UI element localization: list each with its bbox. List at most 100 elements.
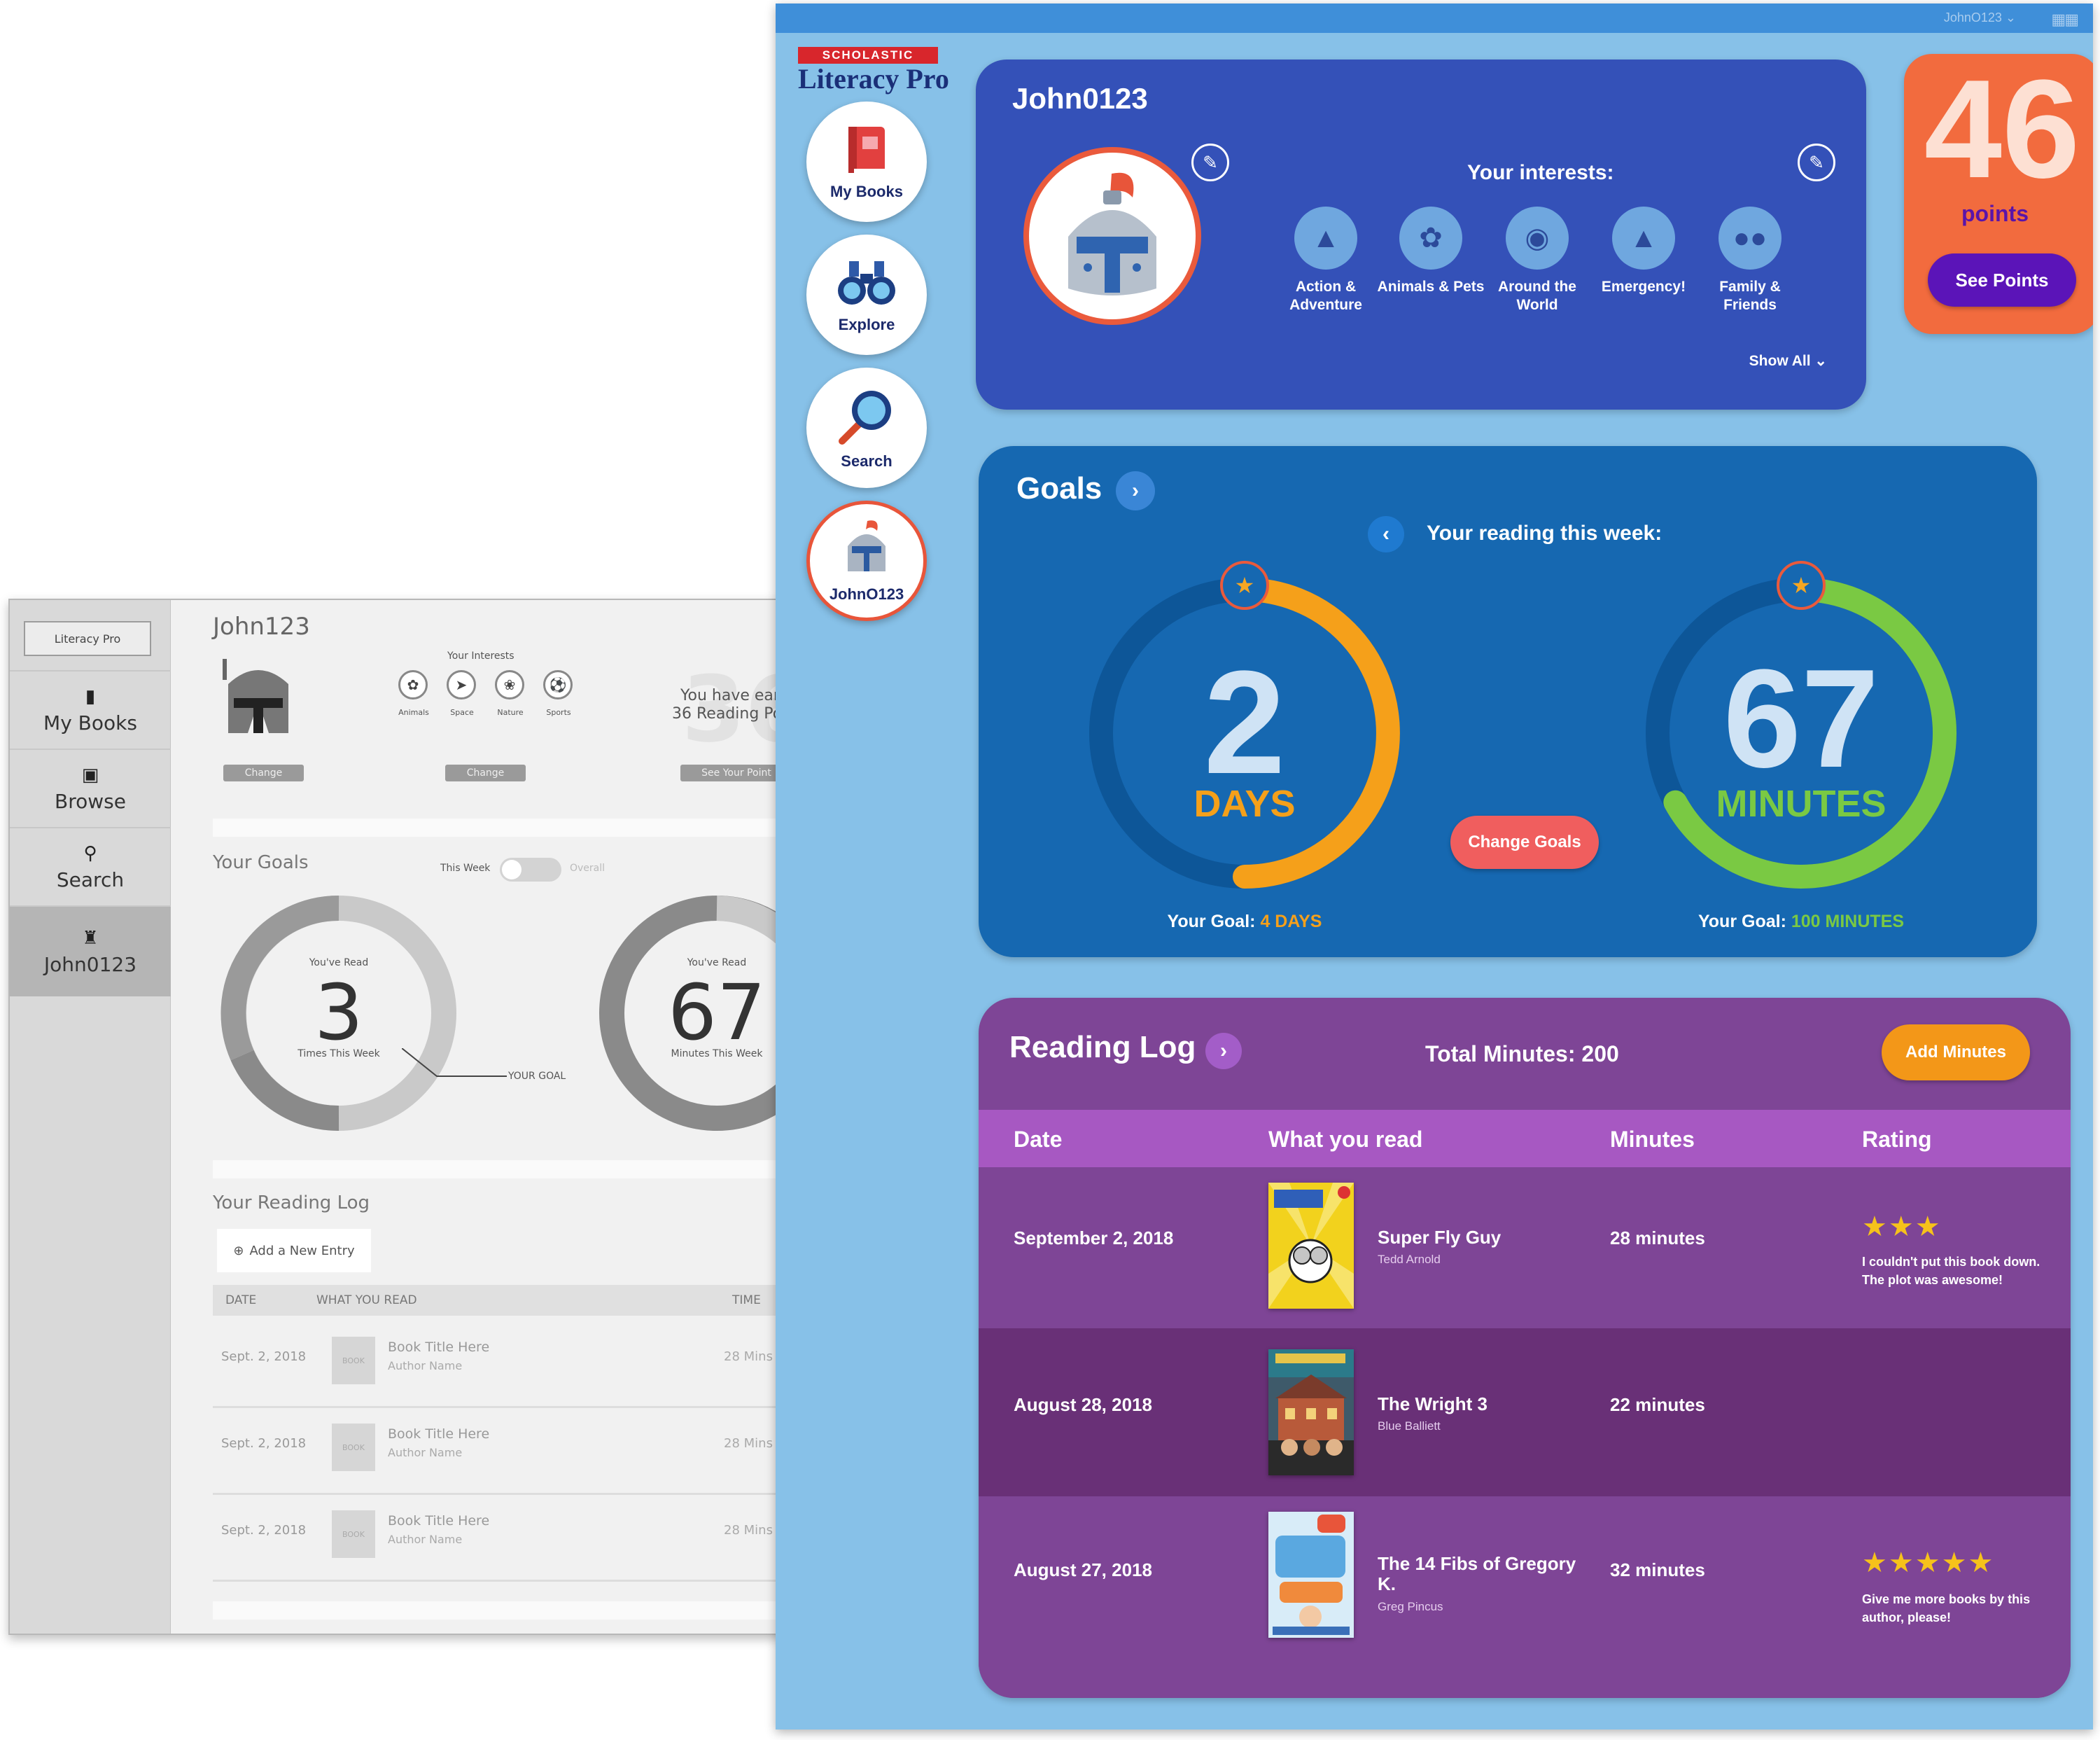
nav-label: My Books xyxy=(830,183,903,200)
book-placeholder: BOOK xyxy=(332,1510,375,1558)
wire-see-points-button[interactable]: See Your Point xyxy=(680,765,788,781)
row-date: Sept. 2, 2018 xyxy=(221,1349,307,1364)
table-row[interactable]: September 2, 2018 Super Fly Guy Tedd Arn… xyxy=(979,1167,2071,1328)
paw-icon: ✿ xyxy=(1399,207,1462,270)
wire-week-toggle[interactable] xyxy=(500,858,561,882)
row-title: Super Fly Guy xyxy=(1378,1227,1502,1248)
chevron-down-icon: ⌄ xyxy=(2005,11,2016,25)
knight-avatar-icon xyxy=(848,520,886,571)
goal-value: 4 DAYS xyxy=(1260,912,1322,931)
interest-around-the-world[interactable]: ◉ Around the World xyxy=(1481,207,1593,315)
soccer-ball-icon[interactable]: ⚽ xyxy=(543,670,573,700)
nav-my-books[interactable]: My Books xyxy=(806,102,927,222)
row-author: Blue Balliett xyxy=(1378,1419,1441,1433)
user-menu-label: JohnO123 xyxy=(1943,11,2002,25)
interest-emergency[interactable]: ▲ Emergency! xyxy=(1588,207,1700,296)
wire-divider xyxy=(213,1601,788,1620)
wire-col-what: WHAT YOU READ xyxy=(316,1293,417,1307)
interest-animals-pets[interactable]: ✿ Animals & Pets xyxy=(1375,207,1487,296)
table-row[interactable]: Sept. 2, 2018 BOOK Book Title Here Autho… xyxy=(213,1408,788,1495)
wire-change-avatar-button[interactable]: Change xyxy=(223,765,304,781)
table-row[interactable]: August 27, 2018 The 14 Fibs of Gregory K… xyxy=(979,1496,2071,1698)
row-comment: Give me more books by this author, pleas… xyxy=(1862,1592,2031,1625)
change-goals-button[interactable]: Change Goals xyxy=(1450,816,1599,869)
helmet-avatar-icon: ♜ xyxy=(82,927,99,949)
goals-title: Goals xyxy=(1016,471,1102,506)
col-what-you-read: What you read xyxy=(1268,1127,1423,1152)
wire-points-ghost: 36 xyxy=(682,656,788,763)
wire-points-text: 36 Reading Poi xyxy=(672,705,787,723)
wire-nav-label: John0123 xyxy=(43,952,137,976)
goals-next-chevron-icon[interactable]: › xyxy=(1116,471,1155,510)
goal-value: 100 MINUTES xyxy=(1791,912,1905,931)
knight-avatar-icon xyxy=(1068,172,1156,295)
wire-nav-search[interactable]: ⚲ Search xyxy=(10,827,171,905)
see-points-button[interactable]: See Points xyxy=(1928,253,2076,307)
edit-interests-icon[interactable]: ✎ xyxy=(1798,144,1835,181)
col-date: Date xyxy=(1014,1127,1063,1152)
avatar[interactable] xyxy=(1023,147,1201,325)
table-row[interactable]: August 28, 2018 The Wright 3 Blue Ballie… xyxy=(979,1328,2071,1496)
bookmark-icon: ▮ xyxy=(85,685,96,707)
apps-grid-icon[interactable]: ▦▦ xyxy=(2051,11,2079,28)
wire-nav-browse[interactable]: ▣ Browse xyxy=(10,749,171,827)
add-minutes-button[interactable]: Add Minutes xyxy=(1882,1024,2030,1080)
goal-prefix: Your Goal: xyxy=(1167,912,1256,931)
wire-divider xyxy=(213,819,788,837)
col-minutes: Minutes xyxy=(1610,1127,1695,1152)
goal-prefix: Your Goal: xyxy=(1698,912,1786,931)
wire-goal-ring-1 xyxy=(220,895,456,1132)
show-all-button[interactable]: Show All ⌄ xyxy=(1749,352,1827,370)
interest-family-friends[interactable]: ●● Family & Friends xyxy=(1694,207,1806,315)
points-value: 46 xyxy=(1924,51,2080,207)
wire-nav-profile[interactable]: ♜ John0123 xyxy=(10,905,171,996)
row-author: Author Name xyxy=(388,1359,463,1372)
table-row[interactable]: Sept. 2, 2018 BOOK Book Title Here Autho… xyxy=(213,1321,788,1408)
row-time: 28 Mins xyxy=(724,1349,773,1364)
wire-interest-label: Sports xyxy=(546,708,571,717)
interest-label: Family & Friends xyxy=(1719,279,1781,314)
nav-explore[interactable]: Explore xyxy=(806,235,927,355)
days-goal: Your Goal: 4 DAYS xyxy=(1105,912,1385,932)
row-minutes: 22 minutes xyxy=(1610,1394,1705,1415)
nav-profile[interactable]: JohnO123 xyxy=(806,501,927,621)
rocket-icon[interactable]: ➤ xyxy=(447,670,476,700)
wire-toggle-label: This Week xyxy=(440,863,491,874)
interest-label: Animals & Pets xyxy=(1377,279,1485,295)
wire-col-time: TIME xyxy=(732,1293,761,1307)
paw-icon[interactable]: ✿ xyxy=(398,670,428,700)
book-cover-the-wright-3[interactable] xyxy=(1268,1349,1354,1475)
wire-username: John123 xyxy=(213,613,310,641)
reading-log-next-chevron-icon[interactable]: › xyxy=(1205,1033,1242,1069)
wireframe-logo[interactable]: Literacy Pro xyxy=(24,621,151,656)
goals-card: Goals › ‹ Your reading this week: ★ 2 DA… xyxy=(979,446,2037,957)
col-rating: Rating xyxy=(1862,1127,1932,1152)
wire-add-entry-button[interactable]: ⊕ Add a New Entry xyxy=(217,1229,371,1272)
mountain-icon: ▲ xyxy=(1294,207,1357,270)
week-prev-chevron-icon[interactable]: ‹ xyxy=(1368,516,1404,552)
wire-log-header: DATE WHAT YOU READ TIME xyxy=(213,1285,788,1316)
book-cover-art xyxy=(1268,1183,1354,1309)
edit-avatar-icon[interactable]: ✎ xyxy=(1191,144,1229,181)
row-date: Sept. 2, 2018 xyxy=(221,1436,307,1451)
nav-search[interactable]: Search xyxy=(806,368,927,488)
leaf-icon[interactable]: ❀ xyxy=(495,670,524,700)
wire-nav-my-books[interactable]: ▮ My Books xyxy=(10,670,171,749)
user-menu[interactable]: JohnO123 ⌄ xyxy=(1944,11,2016,25)
book-cover-super-fly-guy[interactable] xyxy=(1268,1183,1354,1309)
wire-change-interests-button[interactable]: Change xyxy=(445,765,526,781)
wireframe-panel: Literacy Pro ▮ My Books ▣ Browse ⚲ Searc… xyxy=(8,599,789,1635)
wire-goal-leader-line xyxy=(402,1048,507,1077)
table-row[interactable]: Sept. 2, 2018 BOOK Book Title Here Autho… xyxy=(213,1495,788,1582)
row-minutes: 32 minutes xyxy=(1610,1559,1705,1580)
minutes-value: 67 xyxy=(1723,641,1879,797)
interest-label: Around the World xyxy=(1498,279,1576,314)
nav-label: Search xyxy=(841,452,892,470)
wire-goal-ring-2 xyxy=(599,896,788,1131)
row-author: Author Name xyxy=(388,1446,463,1459)
book-cover-14-fibs[interactable] xyxy=(1268,1512,1354,1638)
literacy-pro-logo[interactable]: Literacy Pro xyxy=(798,63,949,95)
wire-col-date[interactable]: DATE xyxy=(225,1293,257,1307)
interest-action-adventure[interactable]: ▲ Action & Adventure xyxy=(1270,207,1382,315)
days-value: 2 xyxy=(1203,640,1286,805)
